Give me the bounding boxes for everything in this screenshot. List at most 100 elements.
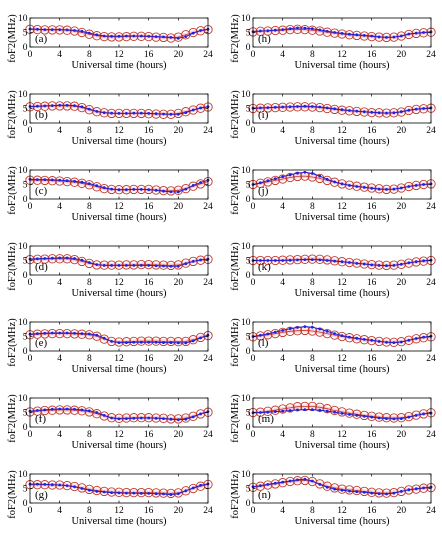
model-point [396, 486, 406, 497]
y-axis-label: foF2(MHz) [230, 394, 241, 443]
y-tick-label: 5 [246, 257, 251, 267]
x-tick-label: 0 [28, 50, 33, 60]
x-axis-label: Universal time (hours) [294, 516, 390, 527]
model-point [121, 337, 132, 347]
measured-point [95, 263, 99, 266]
x-tick-label: 24 [426, 50, 436, 60]
measured-point [87, 332, 91, 336]
x-tick-label: 16 [144, 430, 154, 440]
measured-point [125, 264, 128, 267]
x-axis-label: Universal time (hours) [71, 440, 167, 451]
measured-point [95, 184, 99, 188]
x-tick-label: 20 [397, 354, 407, 364]
y-tick-label: 5 [23, 105, 28, 115]
x-tick-label: 24 [203, 506, 213, 516]
measured-point [65, 256, 69, 260]
model-point [151, 336, 161, 346]
y-tick-label: 0 [23, 195, 28, 205]
x-tick-label: 8 [310, 50, 315, 60]
measured-point [176, 418, 180, 422]
y-tick-label: 5 [23, 485, 28, 495]
measured-point [176, 492, 180, 496]
model-point [158, 488, 169, 498]
measured-point [355, 414, 359, 417]
model-point [278, 404, 288, 414]
panel-label: (k) [258, 261, 271, 273]
model-point [322, 481, 332, 491]
measured-point [414, 487, 418, 491]
measured-point [310, 258, 314, 261]
y-tick-label: 0 [23, 499, 28, 509]
x-tick-label: 12 [114, 126, 124, 136]
measured-point [87, 182, 91, 186]
model-point [285, 172, 295, 183]
measured-point [58, 483, 62, 487]
x-tick-label: 4 [280, 50, 285, 60]
measured-point [169, 36, 173, 39]
measured-point [296, 26, 299, 30]
model-point [166, 488, 176, 499]
panel-e: 0 4 8 12 16 20 24 0 5 10 (e) Universal time (hours)… [7, 318, 213, 375]
measured-point [95, 411, 99, 414]
measured-point [266, 259, 270, 262]
x-tick-label: 12 [337, 50, 347, 60]
x-tick-label: 12 [114, 202, 124, 212]
measured-point [377, 416, 381, 420]
measured-point [325, 329, 329, 333]
measured-point [370, 338, 374, 342]
measured-point [310, 172, 314, 175]
measured-point [147, 112, 151, 115]
measured-point [273, 330, 277, 334]
x-axis-label: Universal time (hours) [294, 440, 390, 451]
measured-point [318, 327, 322, 331]
x-tick-label: 8 [310, 354, 315, 364]
model-point [404, 485, 414, 495]
measured-point [281, 329, 285, 332]
model-point [195, 26, 206, 36]
y-tick-label: 0 [23, 271, 28, 281]
measured-point [399, 34, 403, 38]
measured-point [385, 188, 388, 191]
x-axis-label: Universal time (hours) [71, 60, 167, 71]
x-tick-label: 12 [337, 126, 347, 136]
x-tick-label: 16 [144, 278, 154, 288]
y-tick-label: 10 [18, 90, 28, 100]
x-tick-label: 16 [144, 354, 154, 364]
measured-point [266, 179, 270, 183]
y-tick-label: 0 [246, 195, 251, 205]
model-point [411, 180, 421, 191]
measured-point [325, 259, 329, 262]
measured-point [340, 488, 344, 492]
y-tick-label: 10 [241, 394, 251, 404]
model-point [144, 487, 154, 498]
model-point [106, 413, 117, 423]
model-point [106, 336, 117, 347]
x-tick-label: 8 [310, 202, 315, 212]
measured-point [80, 29, 84, 33]
panel-b: 0 4 8 12 16 20 24 0 5 10 (b) Universal time (hours)… [7, 90, 213, 147]
model-point [32, 175, 43, 185]
measured-point [169, 112, 173, 116]
measured-point [125, 34, 128, 38]
measured-point [281, 480, 285, 484]
x-tick-label: 0 [28, 126, 33, 136]
model-point [270, 405, 280, 415]
measured-point [325, 409, 329, 413]
y-tick-label: 5 [246, 485, 251, 495]
y-axis-label: foF2(MHz) [7, 166, 18, 215]
measured-point [184, 417, 188, 421]
panel-label: (e) [35, 337, 48, 349]
measured-point [333, 487, 336, 491]
measured-point [191, 486, 195, 490]
x-tick-label: 4 [57, 202, 62, 212]
measured-point [87, 488, 91, 492]
measured-point [340, 334, 344, 337]
measured-point [348, 32, 351, 36]
measured-point [154, 416, 158, 420]
measured-point [333, 107, 336, 111]
measured-point [154, 35, 158, 38]
measured-point [303, 170, 307, 174]
model-point [69, 405, 80, 415]
measured-point [422, 335, 425, 339]
measured-point [399, 417, 403, 420]
